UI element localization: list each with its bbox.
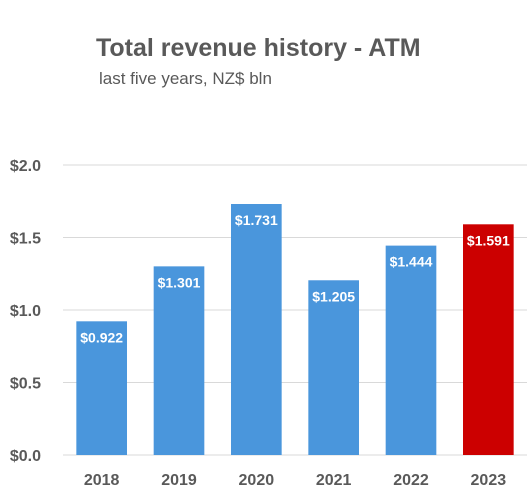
x-tick-label: 2018 (84, 472, 120, 489)
data-label: $1.591 (467, 232, 510, 248)
y-tick-label: $1.5 (10, 231, 41, 248)
bar (153, 266, 205, 455)
bar (231, 204, 282, 455)
bar (463, 224, 514, 455)
x-tick-label: 2022 (393, 472, 429, 489)
y-axis-ticks: $0.0 $0.5 $1.0 $1.5 $2.0 (10, 158, 41, 465)
chart-subtitle: last five years, NZ$ bln (99, 69, 272, 88)
data-label: $1.205 (312, 288, 355, 304)
bar (308, 280, 359, 455)
x-tick-label: 2021 (316, 472, 352, 489)
chart-title: Total revenue history - ATM (96, 34, 421, 62)
y-tick-label: $1.0 (10, 303, 41, 320)
data-label: $1.301 (158, 274, 201, 290)
x-tick-label: 2019 (161, 472, 197, 489)
data-label: $1.444 (390, 254, 433, 270)
y-tick-label: $0.5 (10, 376, 41, 393)
x-tick-label: 2020 (239, 472, 275, 489)
x-axis-ticks: 2018 2019 2020 2021 2022 2023 (84, 472, 506, 489)
y-tick-label: $0.0 (10, 448, 41, 465)
bars (76, 204, 514, 455)
y-tick-label: $2.0 (10, 158, 41, 175)
data-label: $1.731 (235, 212, 278, 228)
data-label: $0.922 (80, 329, 123, 345)
gridlines (63, 164, 527, 456)
x-tick-label: 2023 (471, 472, 507, 489)
bar (385, 245, 437, 455)
data-labels: $0.922 $1.301 $1.731 $1.205 $1.444 $1.591 (80, 212, 510, 345)
bar (76, 321, 127, 455)
